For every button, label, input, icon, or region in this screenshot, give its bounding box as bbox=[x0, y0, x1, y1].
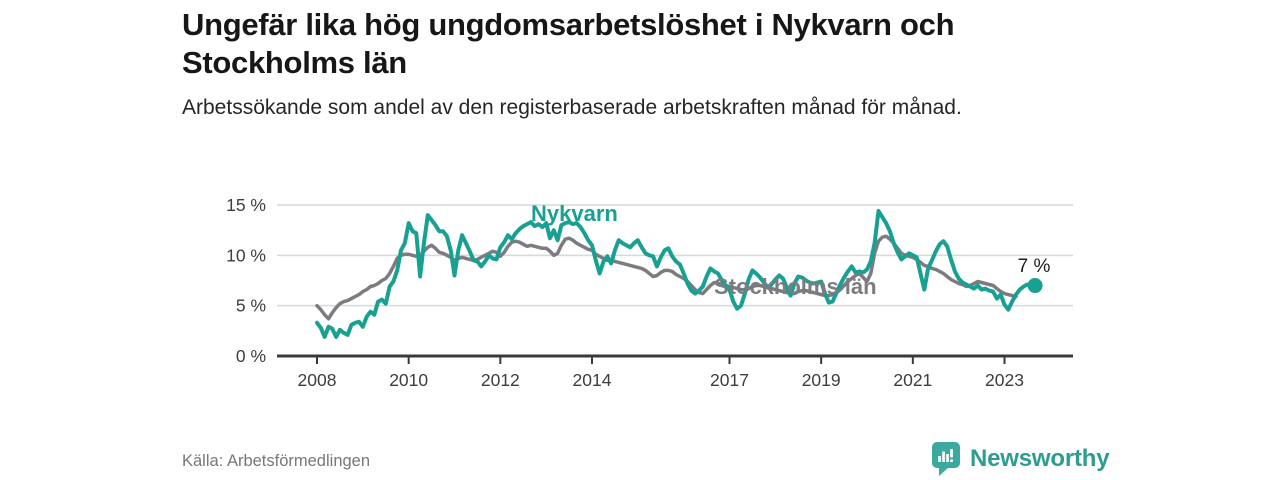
newsworthy-logo-text: Newsworthy bbox=[970, 445, 1110, 472]
newsworthy-logo: Newsworthy bbox=[931, 440, 1110, 478]
end-value-label: 7 % bbox=[1018, 256, 1051, 277]
y-tick-label: 10 % bbox=[226, 245, 266, 265]
source-note: Källa: Arbetsförmedlingen bbox=[182, 452, 371, 470]
page-subtitle: Arbetssökande som andel av den registerb… bbox=[182, 96, 962, 119]
y-tick-label: 0 % bbox=[236, 346, 266, 366]
x-tick-label: 2010 bbox=[389, 370, 428, 390]
y-tick-label: 15 % bbox=[226, 195, 266, 215]
y-tick-label: 5 % bbox=[236, 296, 266, 316]
end-point-dot bbox=[1027, 278, 1043, 294]
newsworthy-speech-bubble-bar-chart-icon bbox=[932, 442, 960, 476]
x-tick-label: 2017 bbox=[710, 370, 749, 390]
x-tick-label: 2019 bbox=[802, 370, 841, 390]
x-tick-label: 2014 bbox=[573, 370, 612, 390]
x-tick-label: 2012 bbox=[481, 370, 520, 390]
x-tick-label: 2023 bbox=[985, 370, 1024, 390]
stockholms-lan-series-label: Stockholms län bbox=[714, 274, 877, 299]
chart-overlays: Nykvarn Stockholms län 7 % bbox=[531, 201, 1050, 299]
page-title: Ungefär lika hög ungdomsarbetslöshet i N… bbox=[182, 7, 955, 80]
stockholms-l-n-line bbox=[315, 234, 1018, 321]
nykvarn-series-label: Nykvarn bbox=[531, 201, 618, 226]
x-tick-label: 2008 bbox=[298, 370, 337, 390]
plot-area: 2008 2010 2012 2014 2017 2019 2021 2023 0 % 5 % 10… bbox=[226, 195, 1073, 390]
x-tick-label: 2021 bbox=[893, 370, 932, 390]
nykvarn-line bbox=[315, 209, 1038, 339]
